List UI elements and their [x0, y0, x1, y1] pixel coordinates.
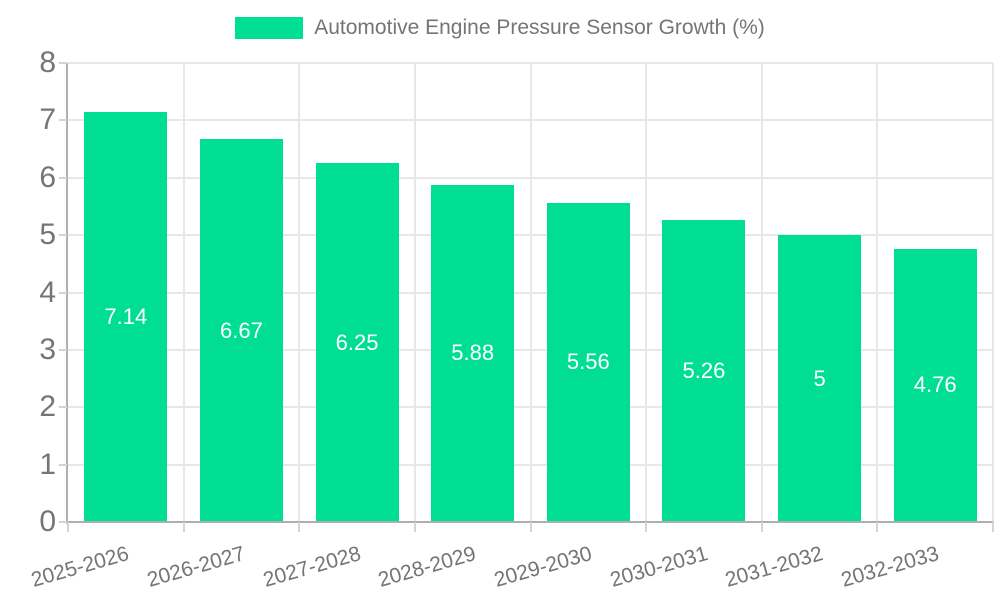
y-tick-label-0: 0: [39, 505, 56, 538]
bar-value-label: 5.26: [682, 358, 726, 384]
gridline-x-6: [760, 63, 763, 522]
gridline-x-7: [876, 63, 879, 522]
y-tick-label-7: 7: [39, 103, 56, 137]
bar-2025-2026: 7.14: [84, 112, 168, 522]
x-tick-mark: [182, 522, 185, 532]
bar-value-label: 6.67: [220, 317, 263, 343]
x-tick-mark: [298, 522, 301, 532]
y-tick-label-1: 1: [39, 447, 56, 481]
x-tick-mark: [645, 522, 648, 532]
x-tick-mark: [876, 522, 879, 532]
x-tick-mark: [529, 522, 532, 532]
gridline-x-8: [992, 63, 994, 522]
bar-value-label: 4.76: [913, 372, 957, 398]
y-tick-mark: [59, 521, 67, 523]
x-tick-mark: [760, 522, 763, 532]
gridline-x-1: [182, 63, 185, 522]
y-tick-mark: [59, 176, 67, 179]
gridline-x-2: [298, 63, 301, 522]
x-tick-mark: [67, 522, 69, 532]
bar-2030-2031: 5.26: [662, 220, 746, 522]
x-tick-label-2029-2030: 2029-2030: [491, 542, 595, 592]
gridline-x-3: [413, 63, 416, 522]
y-tick-mark: [59, 406, 67, 409]
bar-2031-2032: 5: [778, 235, 862, 522]
bar-value-label: 5.88: [451, 340, 495, 366]
bar-2027-2028: 6.25: [315, 163, 399, 522]
y-axis-line: [66, 63, 68, 524]
gridline-x-5: [645, 63, 648, 522]
y-tick-label-8: 8: [39, 46, 56, 79]
y-tick-mark: [59, 463, 67, 466]
x-tick-label-2031-2032: 2031-2032: [722, 542, 826, 592]
bar-2029-2030: 5.56: [546, 202, 630, 522]
y-tick-mark: [59, 62, 67, 64]
bar-value-label: 7.14: [104, 304, 148, 330]
legend-swatch: [235, 17, 304, 39]
x-tick-label-2030-2031: 2030-2031: [607, 542, 711, 592]
y-tick-label-3: 3: [39, 332, 56, 366]
legend-label: Automotive Engine Pressure Sensor Growth…: [314, 16, 765, 39]
bar-value-label: 5.56: [566, 349, 610, 375]
x-tick-label-2032-2033: 2032-2033: [838, 542, 942, 592]
y-tick-mark: [59, 348, 67, 351]
legend[interactable]: Automotive Engine Pressure Sensor Growth…: [0, 16, 1000, 40]
y-tick-mark: [59, 119, 67, 122]
y-tick-mark: [59, 291, 67, 294]
plot-area: 7.14 6.67 6.25 5.88 5.56 5.26 5 4.76: [68, 62, 994, 522]
y-tick-label-2: 2: [39, 390, 56, 424]
x-tick-label-2025-2026: 2025-2026: [28, 542, 132, 592]
y-tick-mark: [59, 234, 67, 237]
x-tick-label-2027-2028: 2027-2028: [260, 542, 364, 592]
y-tick-label-4: 4: [39, 275, 56, 309]
bar-2028-2029: 5.88: [431, 184, 515, 522]
x-tick-label-2028-2029: 2028-2029: [375, 542, 479, 592]
bar-2026-2027: 6.67: [199, 139, 283, 522]
x-tick-mark: [413, 522, 416, 532]
bar-value-label: 5: [813, 365, 826, 391]
y-tick-label-5: 5: [39, 218, 56, 252]
x-tick-mark: [992, 522, 994, 532]
x-tick-label-2026-2027: 2026-2027: [144, 542, 248, 592]
y-tick-label-6: 6: [39, 160, 56, 194]
gridline-x-4: [529, 63, 532, 522]
bar-2032-2033: 4.76: [893, 248, 977, 522]
bar-value-label: 6.25: [335, 329, 379, 355]
